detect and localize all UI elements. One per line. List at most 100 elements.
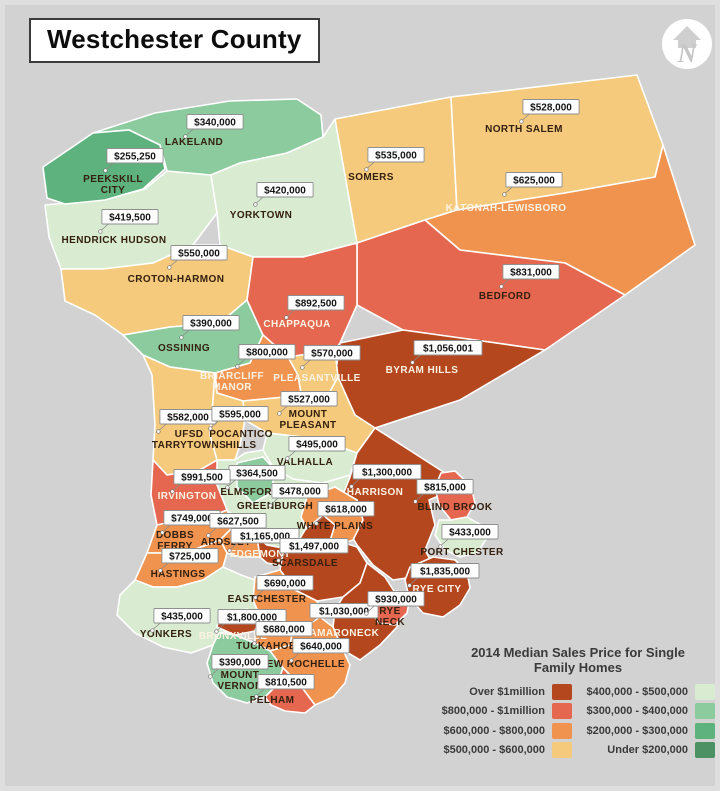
region-label-greenburgh: GREENBURGH <box>237 501 313 512</box>
legend-swatch <box>695 742 715 759</box>
legend-swatch <box>695 703 715 720</box>
region-label-mount-pleasant: MOUNT PLEASANT <box>279 409 336 431</box>
svg-text:$364,500: $364,500 <box>236 469 278 480</box>
region-label-ufsd-tarrytowns: UFSD TARRYTOWNS <box>152 429 226 451</box>
svg-text:$340,000: $340,000 <box>194 118 236 129</box>
region-label-pocantico-hills: POCANTICO HILLS <box>209 429 273 451</box>
svg-text:$831,000: $831,000 <box>510 268 552 279</box>
region-label-eastchester: EASTCHESTER <box>228 594 307 605</box>
price-label-pocantico-hills: $595,000 <box>208 406 269 431</box>
price-label-katonah-lewisboro: $625,000 <box>502 172 563 197</box>
svg-text:$419,500: $419,500 <box>109 213 151 224</box>
svg-text:$1,300,000: $1,300,000 <box>362 468 412 479</box>
svg-text:$640,000: $640,000 <box>300 642 342 653</box>
price-label-elmsford: $364,500 <box>225 465 286 490</box>
region-label-pelham: PELHAM <box>250 695 295 706</box>
price-label-bedford: $831,000 <box>499 264 560 289</box>
svg-text:$390,000: $390,000 <box>190 319 232 330</box>
region-label-hastings: HASTINGS <box>151 569 206 580</box>
svg-text:$930,000: $930,000 <box>375 595 417 606</box>
compass-n-letter: N <box>677 39 698 68</box>
svg-text:$595,000: $595,000 <box>219 410 261 421</box>
svg-text:$991,500: $991,500 <box>181 473 223 484</box>
price-label-byram-hills: $1,056,001 <box>410 340 483 365</box>
svg-text:$433,000: $433,000 <box>449 528 491 539</box>
compass-house-body <box>678 39 696 48</box>
price-label-dobbs-ferry: $749,000 <box>160 510 221 535</box>
region-label-white-plains: WHITE PLAINS <box>297 521 373 532</box>
price-label-ossining: $390,000 <box>179 315 240 340</box>
region-label-dobbs-ferry: DOBBS FERRY <box>156 530 194 552</box>
price-label-peekskill-city: $255,250 <box>103 148 164 173</box>
region-label-valhalla: VALHALLA <box>277 457 333 468</box>
svg-text:$495,000: $495,000 <box>296 440 338 451</box>
price-label-pleasantville: $570,000 <box>300 345 361 370</box>
region-label-somers: SOMERS <box>348 172 394 183</box>
svg-text:$550,000: $550,000 <box>178 249 220 260</box>
svg-text:$1,030,000: $1,030,000 <box>319 607 369 618</box>
region-label-north-salem: NORTH SALEM <box>485 124 563 135</box>
price-label-hastings: $725,000 <box>158 548 219 573</box>
svg-text:$749,000: $749,000 <box>171 514 213 525</box>
legend-title-line1: 2014 Median Sales Price for Single <box>471 645 685 660</box>
region-label-edgemont: EDGEMONT <box>230 549 291 560</box>
svg-text:$800,000: $800,000 <box>246 348 288 359</box>
price-label-north-salem: $528,000 <box>519 99 580 124</box>
region-label-mount-vernon: MOUNT VERNON <box>217 670 262 692</box>
svg-text:$680,000: $680,000 <box>263 625 305 636</box>
legend-title: 2014 Median Sales Price for Single Famil… <box>441 645 715 675</box>
region-label-ardsley: ARDSLEY <box>201 537 252 548</box>
price-label-chappaqua: $892,500 <box>284 295 345 320</box>
region-label-scarsdale: SCARSDALE <box>272 558 338 569</box>
legend-item: $300,000 - $400,000 <box>572 702 715 722</box>
price-label-ufsd-tarrytowns: $582,000 <box>156 409 217 434</box>
region-label-croton-harmon: CROTON-HARMON <box>128 274 225 285</box>
legend-swatch <box>695 722 715 739</box>
price-label-new-rochelle: $640,000 <box>289 638 350 663</box>
legend-label: $400,000 - $500,000 <box>586 685 688 698</box>
region-label-katonah-lewisboro: KATONAH-LEWISBORO <box>446 203 567 214</box>
price-label-white-plains: $618,000 <box>314 501 375 526</box>
region-label-elmsford: ELMSFORD <box>220 487 279 498</box>
region-label-pleasantville: PLEASANTVILLE <box>273 373 360 384</box>
region-label-ossining: OSSINING <box>158 343 210 354</box>
price-label-greenburgh: $478,000 <box>268 483 329 508</box>
region-label-rye-city: RYE CITY <box>413 584 462 595</box>
north-compass-icon: N <box>662 19 712 69</box>
svg-text:$1,165,000: $1,165,000 <box>240 532 290 543</box>
region-label-peekskill-city: PEEKSKILL CITY <box>83 174 143 196</box>
svg-text:$1,835,000: $1,835,000 <box>420 567 470 578</box>
legend-item: $800,000 - $1million <box>441 702 572 722</box>
price-label-port-chester: $433,000 <box>438 524 499 549</box>
price-label-rye-neck: $930,000 <box>364 591 425 616</box>
price-label-blind-brook: $815,000 <box>413 479 474 504</box>
legend-item: $600,000 - $800,000 <box>441 721 572 741</box>
region-label-harrison: HARRISON <box>347 487 404 498</box>
legend-swatch <box>695 683 715 700</box>
svg-text:$527,000: $527,000 <box>288 395 330 406</box>
svg-text:$582,000: $582,000 <box>167 413 209 424</box>
price-label-somers: $535,000 <box>364 147 425 172</box>
region-label-chappaqua: CHAPPAQUA <box>263 319 330 330</box>
legend-label: $600,000 - $800,000 <box>443 724 545 737</box>
legend-item: Under $200,000 <box>572 741 715 761</box>
legend-column-red: Over $1million $800,000 - $1million $600… <box>441 682 572 760</box>
svg-text:$815,000: $815,000 <box>424 483 466 494</box>
legend-item: Over $1million <box>441 682 572 702</box>
region-label-bedford: BEDFORD <box>479 291 531 302</box>
svg-text:$435,000: $435,000 <box>161 612 203 623</box>
legend-swatch <box>552 683 572 700</box>
county-map: HENDRICK HUDSON LAKELAND PEEKSKILL CITY YORK… <box>42 74 696 714</box>
svg-text:$390,000: $390,000 <box>219 658 261 669</box>
region-label-rye-neck: RYE NECK <box>375 606 405 628</box>
legend-label: Over $1million <box>469 685 545 698</box>
price-label-mount-pleasant: $527,000 <box>277 391 338 416</box>
price-label-briarcliff-manor: $800,000 <box>235 344 296 369</box>
region-label-irvington: IRVINGTON <box>158 491 217 502</box>
svg-text:$625,000: $625,000 <box>513 176 555 187</box>
price-label-harrison: $1,300,000 <box>349 464 422 489</box>
svg-text:$535,000: $535,000 <box>375 151 417 162</box>
svg-text:$528,000: $528,000 <box>530 103 572 114</box>
page-title-box: Westchester County <box>29 18 320 63</box>
